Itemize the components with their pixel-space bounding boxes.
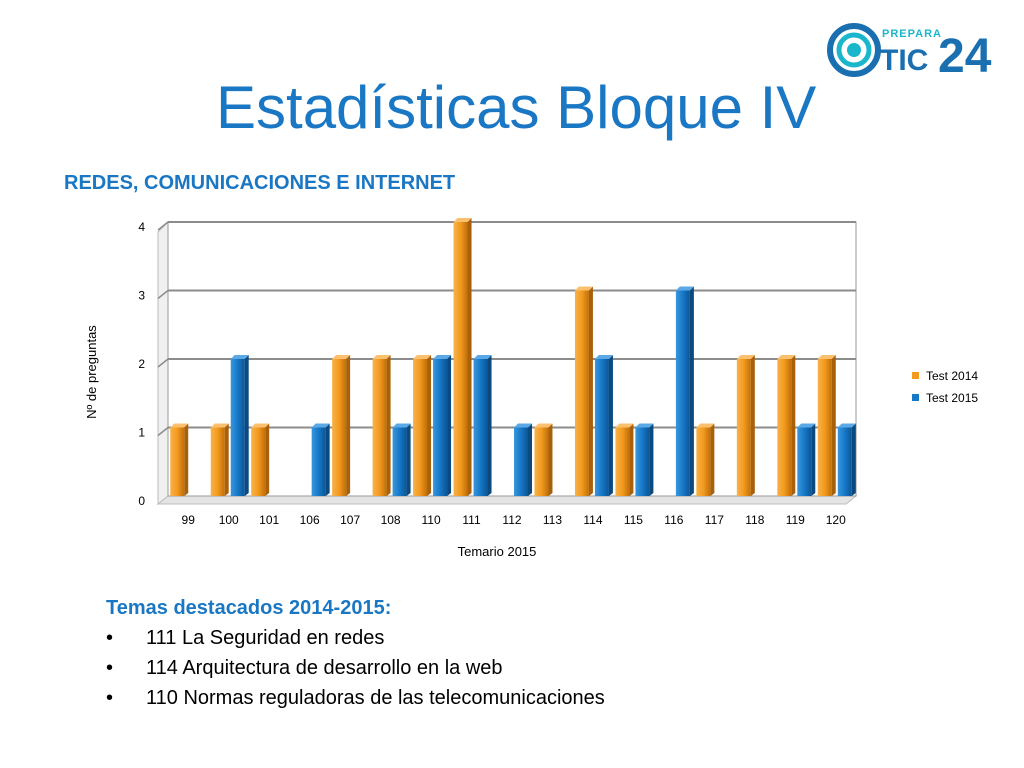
legend: Test 2014 Test 2015: [912, 369, 978, 405]
legend-label: Test 2014: [926, 369, 978, 383]
bars: [170, 218, 856, 496]
y-tick-label: 2: [138, 357, 145, 371]
bullet-icon: •: [106, 627, 114, 649]
bar-test-2014-114: [574, 286, 593, 496]
bar-test-2014-101: [251, 423, 270, 496]
x-tick-label: 119: [786, 513, 805, 527]
bar-test-2015-108: [392, 423, 411, 496]
highlights-list: • 111 La Seguridad en redes • 114 Arquitec…: [106, 627, 986, 710]
bar-test-2015-114: [594, 355, 613, 496]
y-axis-title: Nº de preguntas: [84, 325, 99, 419]
bar-test-2015-110: [433, 355, 452, 496]
y-tick-labels: 0 1 2 3 4: [138, 220, 145, 508]
bar-test-2014-99: [170, 423, 189, 496]
legend-swatch: [912, 372, 919, 379]
x-tick-label: 111: [462, 513, 481, 527]
x-tick-label: 115: [624, 513, 643, 527]
x-tick-label: 112: [502, 513, 521, 527]
x-tick-label: 120: [826, 513, 846, 527]
x-tick-label: 113: [543, 513, 562, 527]
x-tick-label: 114: [583, 513, 602, 527]
bar-test-2014-108: [372, 355, 391, 496]
x-tick-label: 108: [381, 513, 401, 527]
bar-test-2015-120: [837, 423, 856, 496]
bar-test-2014-110: [413, 355, 432, 496]
x-tick-label: 100: [219, 513, 239, 527]
bar-test-2015-119: [797, 423, 816, 496]
highlights-section: Temas destacados 2014-2015: • 111 La Segu…: [106, 597, 986, 717]
highlight-text: 110 Normas reguladoras de las telecomuni…: [146, 687, 605, 709]
x-tick-label: 101: [259, 513, 279, 527]
bar-test-2014-115: [615, 423, 634, 496]
x-tick-label: 116: [664, 513, 683, 527]
highlight-text: 114 Arquitectura de desarrollo en la web: [146, 657, 503, 679]
x-tick-label: 117: [705, 513, 724, 527]
x-tick-labels: 99 100 101 106 107 108 110 111 112 113 114 115 116 11…: [182, 513, 847, 527]
y-tick-label: 1: [138, 426, 145, 440]
x-tick-label: 110: [421, 513, 440, 527]
bar-test-2015-100: [230, 355, 249, 496]
bar-test-2015-106: [311, 423, 330, 496]
bullet-icon: •: [106, 687, 114, 709]
bar-test-2014-111: [453, 218, 472, 496]
y-tick-label: 3: [138, 289, 145, 303]
bar-test-2015-115: [635, 423, 654, 496]
bar-test-2015-111: [473, 355, 492, 496]
logo-small-text: PREPARA: [882, 28, 942, 40]
logo-brand-text: TIC: [880, 44, 928, 77]
legend-label: Test 2015: [926, 391, 978, 405]
x-tick-label: 107: [340, 513, 360, 527]
bar-test-2014-118: [736, 355, 755, 496]
y-tick-label: 0: [138, 494, 145, 508]
x-tick-label: 106: [300, 513, 320, 527]
highlight-item: • 111 La Seguridad en redes: [106, 627, 986, 650]
logo-number-text: 24: [938, 30, 992, 78]
bullet-icon: •: [106, 657, 114, 679]
bar-test-2014-117: [696, 423, 715, 496]
bar-chart: 0 1 2 3 4 99 100 101 106 107 108 110 111 112 113 114 11…: [84, 218, 978, 559]
highlight-text: 111 La Seguridad en redes: [146, 627, 385, 649]
target-circle-icon: [827, 23, 881, 77]
legend-swatch: [912, 394, 919, 401]
bar-test-2014-113: [534, 423, 553, 496]
logo: PREPARA TIC 24: [827, 23, 992, 78]
x-tick-label: 99: [182, 513, 196, 527]
highlight-item: • 114 Arquitectura de desarrollo en la we…: [106, 657, 986, 680]
highlights-title: Temas destacados 2014-2015:: [106, 597, 392, 619]
bar-test-2014-120: [817, 355, 836, 496]
slide-title: Estadísticas Bloque IV: [216, 74, 817, 141]
x-tick-label: 118: [745, 513, 764, 527]
bar-test-2015-116: [675, 286, 694, 496]
y-tick-label: 4: [138, 220, 145, 234]
x-axis-title: Temario 2015: [458, 544, 537, 559]
bar-test-2014-100: [210, 423, 229, 496]
bar-test-2014-107: [332, 355, 351, 496]
slide-subtitle: REDES, COMUNICACIONES E INTERNET: [64, 172, 456, 194]
bar-test-2015-112: [514, 423, 532, 496]
highlight-item: • 110 Normas reguladoras de las telecomun…: [106, 687, 986, 710]
bar-test-2014-119: [777, 355, 796, 496]
